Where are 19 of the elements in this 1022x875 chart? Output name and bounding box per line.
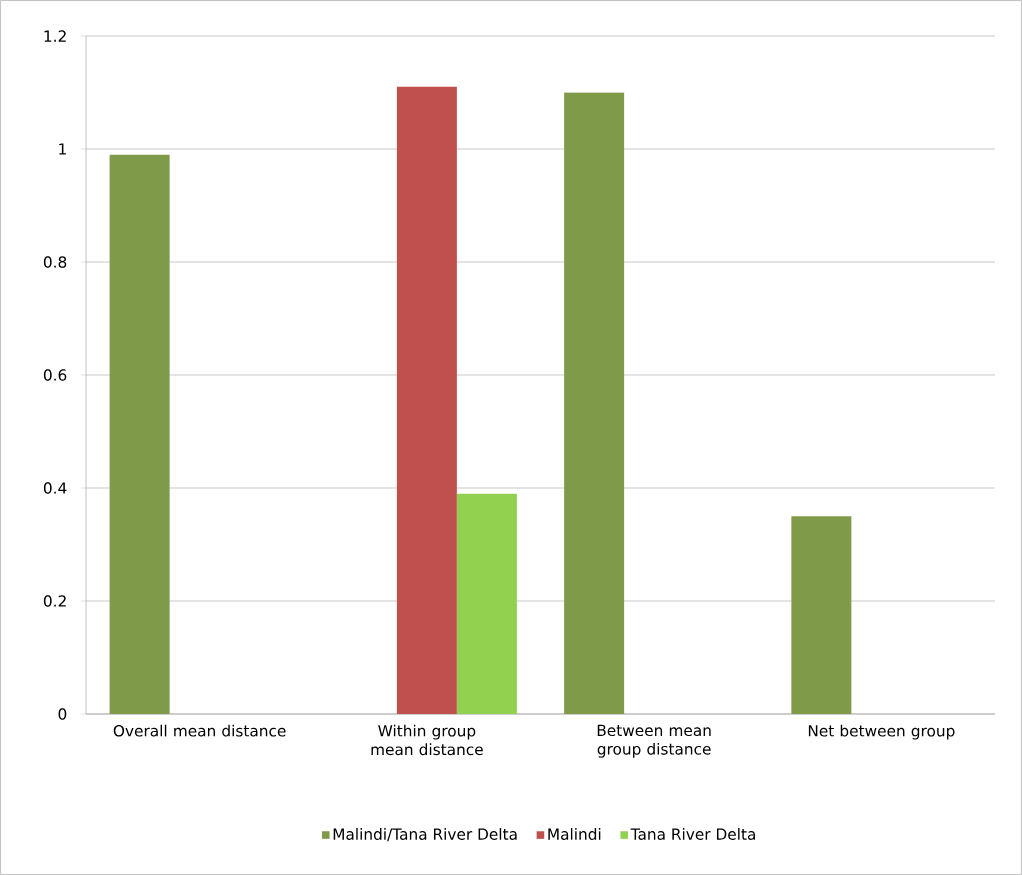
y-tick-label: 1 [59, 143, 66, 155]
y-tick-label: 0.6 [43, 369, 67, 381]
bar [791, 516, 852, 714]
x-tick-label: Within group mean distance [371, 724, 483, 756]
x-tick-label: Between mean group distance [597, 724, 711, 758]
y-tick-label: 0 [58, 708, 67, 720]
y-tick-label: 0.2 [43, 595, 66, 607]
bar [109, 154, 170, 714]
bar [456, 493, 517, 714]
x-tick-label: Overall mean distance [113, 724, 286, 737]
legend-label: Tana River Delta [630, 828, 755, 840]
y-tick-label: 0.4 [43, 482, 67, 494]
legend-label: Malindi/Tana River Delta [333, 828, 517, 842]
bar [564, 92, 625, 714]
y-tick-label: 1.2 [44, 30, 66, 42]
y-tick-label: 0.8 [43, 256, 67, 268]
x-tick-label: Net between group [808, 724, 955, 740]
legend-label: Malindi [548, 828, 601, 840]
bar [396, 86, 457, 714]
